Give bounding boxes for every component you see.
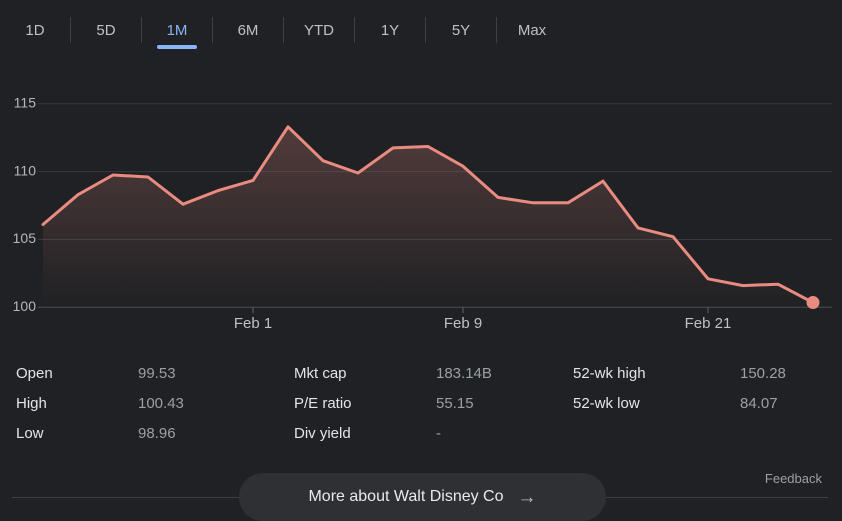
stats-column-3: 52-wk high 150.28 52-wk low 84.07 [573, 358, 786, 418]
stat-label: Mkt cap [294, 364, 347, 382]
stat-label: Low [16, 424, 44, 442]
time-range-tabs: 1D 5D 1M 6M YTD 1Y 5Y Max [12, 8, 555, 49]
stats-column-2: Mkt cap 183.14B P/E ratio 55.15 Div yield - [294, 358, 492, 448]
price-area-fill [43, 126, 813, 308]
stat-label: Div yield [294, 424, 351, 442]
stat-row: Open 99.53 [16, 358, 184, 388]
latest-price-dot [806, 296, 820, 310]
stat-row: 52-wk high 150.28 [573, 358, 786, 388]
tab-divider [354, 17, 355, 43]
stat-row: 52-wk low 84.07 [573, 388, 786, 418]
tab-1m[interactable]: 1M [154, 8, 200, 49]
tab-divider [496, 17, 497, 43]
tab-divider [283, 17, 284, 43]
stat-value: 55.15 [436, 394, 474, 412]
price-line [41, 125, 815, 305]
tab-5d[interactable]: 5D [96, 22, 116, 39]
stat-value: 98.96 [138, 424, 176, 442]
tab-1d[interactable]: 1D [25, 22, 45, 39]
x-axis-label: Feb 1 [234, 315, 272, 332]
stat-label: P/E ratio [294, 394, 352, 412]
tab-5y[interactable]: 5Y [451, 22, 471, 39]
y-axis-label-100: 100 [13, 298, 37, 314]
x-axis-label: Feb 21 [685, 315, 732, 332]
feedback-link[interactable]: Feedback [764, 471, 822, 486]
tab-ytd[interactable]: YTD [304, 22, 334, 39]
price-chart[interactable]: 100 105 110 115 Feb 1 Feb 9 Feb 21 [0, 55, 842, 355]
stats-column-1: Open 99.53 High 100.43 Low 98.96 [16, 358, 184, 448]
stat-row: Div yield - [294, 418, 492, 448]
stat-value: 99.53 [138, 364, 176, 382]
stat-row: P/E ratio 55.15 [294, 388, 492, 418]
stat-value: 84.07 [740, 394, 778, 412]
stat-label: High [16, 394, 47, 412]
stat-row: Low 98.96 [16, 418, 184, 448]
stat-value: 183.14B [436, 364, 492, 382]
tab-divider [425, 17, 426, 43]
tab-divider [212, 17, 213, 43]
stat-row: Mkt cap 183.14B [294, 358, 492, 388]
stat-value: 100.43 [138, 394, 184, 412]
tab-1y[interactable]: 1Y [380, 22, 400, 39]
stat-label: Open [16, 364, 53, 382]
tab-divider [70, 17, 71, 43]
stat-label: 52-wk low [573, 394, 640, 412]
y-axis-label-115: 115 [14, 94, 37, 110]
tab-max[interactable]: Max [517, 22, 547, 39]
stat-value: 150.28 [740, 364, 786, 382]
tab-6m[interactable]: 6M [237, 22, 259, 39]
x-axis-label: Feb 9 [444, 315, 482, 332]
active-tab-underline [157, 45, 197, 49]
y-axis-label-105: 105 [13, 230, 37, 246]
tab-divider [141, 17, 142, 43]
more-about-label: More about Walt Disney Co [308, 488, 504, 505]
stat-label: 52-wk high [573, 364, 646, 382]
arrow-right-icon: → [517, 486, 537, 508]
more-about-button[interactable]: More about Walt Disney Co → [239, 473, 606, 521]
stat-value: - [436, 424, 441, 442]
y-axis-label-110: 110 [14, 162, 37, 178]
stat-row: High 100.43 [16, 388, 184, 418]
